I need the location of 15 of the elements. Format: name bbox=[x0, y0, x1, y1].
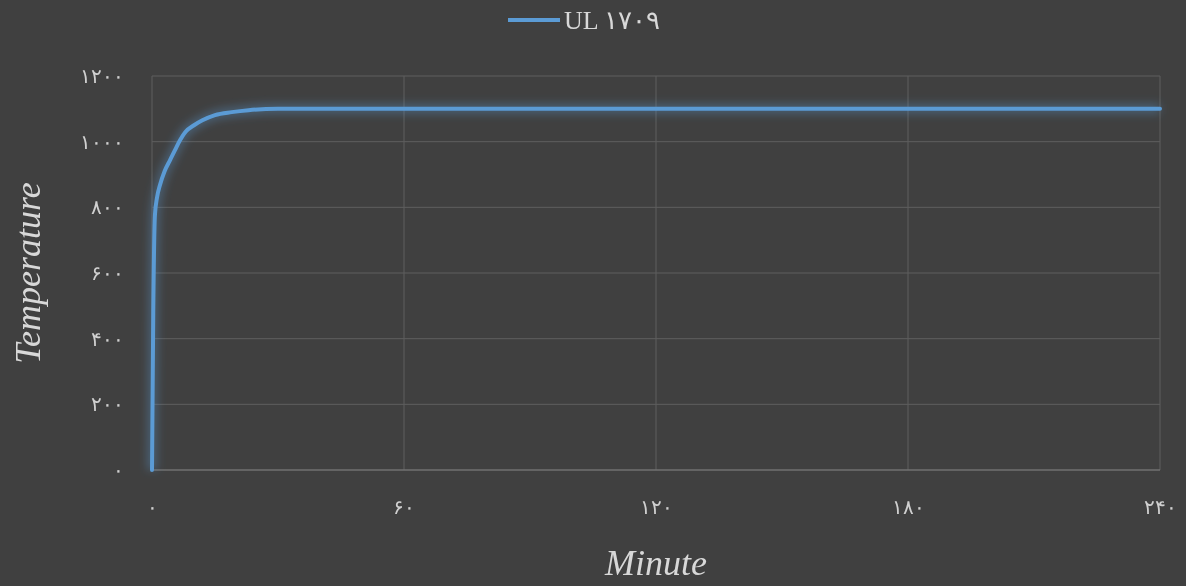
x-tick-label: ۲۴۰ bbox=[1143, 495, 1177, 519]
y-tick-label: ۰ bbox=[113, 458, 124, 482]
x-tick-label: ۰ bbox=[146, 495, 158, 519]
y-tick-label: ۱۲۰۰ bbox=[80, 64, 124, 88]
y-tick-label: ۸۰۰ bbox=[91, 195, 124, 220]
x-tick-label: ۱۲۰ bbox=[639, 495, 673, 519]
x-axis-title: Minute bbox=[604, 543, 707, 583]
x-tick-label: ۶۰ bbox=[393, 495, 415, 519]
legend-label: UL ۱۷۰۹ bbox=[564, 6, 661, 36]
y-tick-label: ۲۰۰ bbox=[91, 392, 124, 417]
y-tick-label: ۱۰۰۰ bbox=[80, 129, 124, 154]
y-tick-label: ۴۰۰ bbox=[91, 326, 124, 351]
x-tick-label: ۱۸۰ bbox=[891, 495, 925, 519]
y-axis-title: Temperature bbox=[8, 182, 48, 364]
y-tick-label: ۶۰۰ bbox=[91, 261, 124, 285]
